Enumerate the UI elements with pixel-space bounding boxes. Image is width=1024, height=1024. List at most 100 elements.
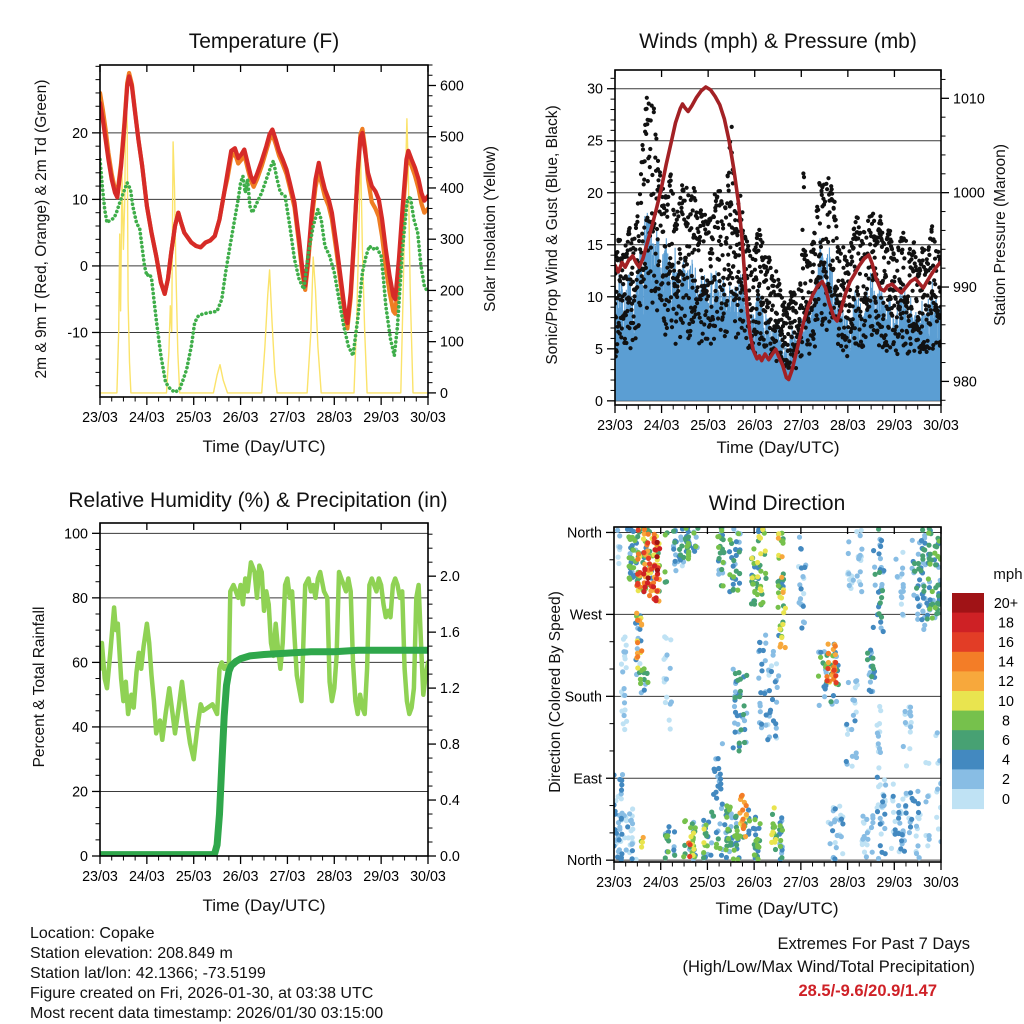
x-tick-label: 23/03 xyxy=(596,875,632,891)
x-tick-label: 24/03 xyxy=(644,418,680,434)
y-tick-label: 0 xyxy=(595,394,603,410)
x-tick-label: 30/03 xyxy=(923,418,959,434)
extremes-subtitle: (High/Low/Max Wind/Total Precipitation) xyxy=(682,958,975,976)
x-tick-label: 26/03 xyxy=(737,418,773,434)
legend-swatch xyxy=(952,671,984,692)
y-tick-label: West xyxy=(570,607,602,623)
y-tick-label: 1.6 xyxy=(440,625,460,641)
y-tick-label: 1000 xyxy=(953,186,985,202)
temp_2m xyxy=(100,74,428,326)
wind-direction-dots-bin-7 xyxy=(627,527,941,861)
chart2-x-axis-label: Time (Day/UTC) xyxy=(716,438,840,457)
x-tick-label: 26/03 xyxy=(223,869,259,885)
legend-swatch xyxy=(952,789,984,810)
y-tick-label: -10 xyxy=(67,325,88,341)
x-tick-label: 30/03 xyxy=(410,869,446,885)
chart1-left-y-label: 2m & 9m T (Red, Orange) & 2m Td (Green) xyxy=(33,79,50,379)
legend-swatch xyxy=(952,593,984,614)
x-tick-label: 25/03 xyxy=(176,410,212,426)
chart2-left-y-label: Sonic/Prop Wind & Gust (Blue, Black) xyxy=(544,105,561,365)
chart-temperature-title: Temperature (F) xyxy=(188,30,340,53)
y-tick-label: 0 xyxy=(80,849,88,865)
y-tick-label: 600 xyxy=(440,78,464,94)
wind-direction-dots-bin-0 xyxy=(645,539,661,581)
y-tick-label: 2.0 xyxy=(440,569,460,585)
chart4-left-y-label: Direction (Colored By Speed) xyxy=(547,591,564,793)
chart1-right-y-label: Solar Insolation (Yellow) xyxy=(482,146,499,312)
wind-direction-dots-bin-1 xyxy=(641,546,663,604)
y-tick-label: 0.8 xyxy=(440,737,460,753)
y-tick-label: 100 xyxy=(440,335,464,351)
x-tick-label: 27/03 xyxy=(783,875,819,891)
x-tick-label: 23/03 xyxy=(82,410,118,426)
y-tick-label: North xyxy=(567,853,602,869)
legend-label: 8 xyxy=(1002,713,1010,729)
y-tick-label: 40 xyxy=(72,720,88,736)
legend-swatch xyxy=(952,612,984,633)
extremes-values: 28.5/-9.6/20.9/1.47 xyxy=(798,982,937,1000)
x-tick-label: 26/03 xyxy=(223,410,259,426)
chart2-right-y-label: Station Pressure (Maroon) xyxy=(992,144,1009,326)
legend-swatch xyxy=(952,632,984,653)
legend-label: 4 xyxy=(1002,753,1010,769)
x-tick-label: 29/03 xyxy=(363,869,399,885)
y-tick-label: 1.2 xyxy=(440,681,460,697)
y-tick-label: 10 xyxy=(587,290,603,306)
x-tick-label: 25/03 xyxy=(690,418,726,434)
y-tick-label: 980 xyxy=(953,374,977,390)
total_rainfall xyxy=(100,646,428,856)
footer-latlon: Station lat/lon: 42.1366; -73.5199 xyxy=(30,965,266,982)
extremes-heading: Extremes For Past 7 Days xyxy=(777,935,970,953)
x-tick-label: 29/03 xyxy=(363,410,399,426)
x-tick-label: 24/03 xyxy=(643,875,679,891)
legend-swatch xyxy=(952,710,984,731)
legend-title: mph xyxy=(993,566,1023,583)
y-tick-label: 15 xyxy=(587,238,603,254)
footer-location: Location: Copake xyxy=(30,925,155,942)
footer-elevation: Station elevation: 208.849 m xyxy=(30,945,233,962)
x-tick-label: 27/03 xyxy=(270,410,306,426)
chart-3-plot: 23/03 24/03 25/03 26/03 27/03 28/03 29/03 30/03… xyxy=(64,522,460,885)
y-tick-label: 0 xyxy=(440,386,448,402)
legend-label: 18 xyxy=(998,615,1014,631)
legend-label: 16 xyxy=(998,635,1014,651)
legend-label: 0 xyxy=(1002,792,1010,808)
chart3-left-y-label: Percent & Total Rainfall xyxy=(31,606,48,768)
y-tick-label: East xyxy=(573,771,602,787)
y-tick-label: 1010 xyxy=(953,91,985,107)
chart-4-plot: 23/03 24/03 25/03 26/03 27/03 28/03 29/03 30/03… xyxy=(565,525,1019,891)
legend-label: 20+ xyxy=(994,596,1018,612)
chart-3-axes: 23/03 24/03 25/03 26/03 27/03 28/03 29/03 30/03… xyxy=(64,523,460,885)
x-tick-label: 26/03 xyxy=(736,875,772,891)
legend-swatch xyxy=(952,769,984,790)
y-tick-label: 100 xyxy=(64,526,88,542)
y-tick-label: 0.4 xyxy=(440,793,460,809)
y-tick-label: 20 xyxy=(72,126,88,142)
y-tick-label: 20 xyxy=(72,784,88,800)
x-tick-label: 28/03 xyxy=(316,869,352,885)
x-tick-label: 29/03 xyxy=(876,875,912,891)
x-tick-label: 27/03 xyxy=(783,418,819,434)
x-tick-label: 30/03 xyxy=(923,875,959,891)
y-tick-label: 5 xyxy=(595,342,603,358)
legend-label: 12 xyxy=(998,674,1014,690)
chart3-x-axis-label: Time (Day/UTC) xyxy=(202,896,326,915)
x-tick-label: 25/03 xyxy=(690,875,726,891)
x-tick-label: 30/03 xyxy=(410,410,446,426)
x-tick-label: 24/03 xyxy=(129,869,165,885)
solar_insolation xyxy=(100,84,428,394)
chart4-x-axis-label: Time (Day/UTC) xyxy=(715,899,839,918)
y-tick-label: South xyxy=(565,689,602,705)
footer-created: Figure created on Fri, 2026-01-30, at 03… xyxy=(30,985,374,1002)
y-tick-label: 30 xyxy=(587,82,603,98)
x-tick-label: 23/03 xyxy=(597,418,633,434)
legend-label: 2 xyxy=(1002,772,1010,788)
y-tick-label: 400 xyxy=(440,181,464,197)
chart-2-plot: 23/03 24/03 25/03 26/03 27/03 28/03 29/03 30/03… xyxy=(587,69,985,434)
chart-1-axes: 23/03 24/03 25/03 26/03 27/03 28/03 29/03 30/03… xyxy=(67,64,464,426)
legend-swatch xyxy=(952,691,984,712)
y-tick-label: 25 xyxy=(587,134,603,150)
legend-label: 6 xyxy=(1002,733,1010,749)
y-tick-label: 0.0 xyxy=(440,849,460,865)
